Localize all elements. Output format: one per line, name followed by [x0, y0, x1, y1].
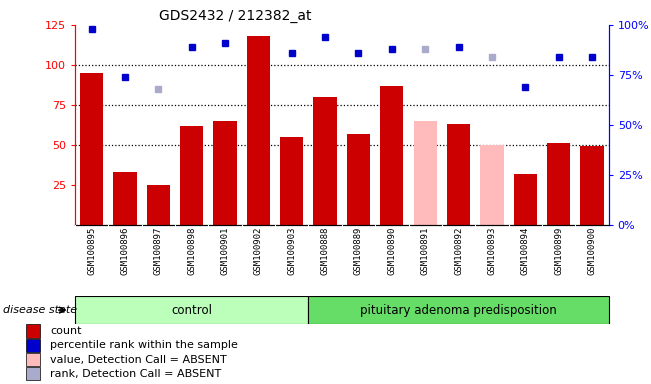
Text: GSM100898: GSM100898	[187, 227, 196, 275]
Bar	[480, 145, 504, 225]
Text: GSM100889: GSM100889	[354, 227, 363, 275]
Bar	[26, 339, 40, 352]
Title: GDS2432 / 212382_at: GDS2432 / 212382_at	[159, 8, 311, 23]
Text: rank, Detection Call = ABSENT: rank, Detection Call = ABSENT	[50, 369, 221, 379]
Text: control: control	[171, 304, 212, 316]
Bar	[26, 324, 40, 338]
Text: GSM100899: GSM100899	[554, 227, 563, 275]
Bar	[80, 73, 104, 225]
Text: GSM100895: GSM100895	[87, 227, 96, 275]
Bar	[280, 137, 303, 225]
Text: GSM100903: GSM100903	[287, 227, 296, 275]
Text: GSM100894: GSM100894	[521, 227, 530, 275]
Bar	[547, 143, 570, 225]
Bar	[514, 174, 537, 225]
Bar	[113, 172, 137, 225]
FancyBboxPatch shape	[75, 296, 309, 324]
Bar	[313, 97, 337, 225]
Bar	[180, 126, 203, 225]
Bar	[214, 121, 237, 225]
Text: count: count	[50, 326, 81, 336]
Text: GSM100900: GSM100900	[587, 227, 596, 275]
Text: GSM100902: GSM100902	[254, 227, 263, 275]
Text: GSM100890: GSM100890	[387, 227, 396, 275]
Text: GSM100892: GSM100892	[454, 227, 463, 275]
Bar	[146, 185, 170, 225]
Bar	[347, 134, 370, 225]
FancyBboxPatch shape	[309, 296, 609, 324]
Bar	[447, 124, 470, 225]
Text: percentile rank within the sample: percentile rank within the sample	[50, 340, 238, 350]
Text: GSM100891: GSM100891	[421, 227, 430, 275]
Text: disease state: disease state	[3, 305, 77, 315]
Text: GSM100888: GSM100888	[320, 227, 329, 275]
Bar	[380, 86, 404, 225]
Text: GSM100896: GSM100896	[120, 227, 130, 275]
Bar	[580, 146, 603, 225]
Bar	[247, 36, 270, 225]
Text: value, Detection Call = ABSENT: value, Detection Call = ABSENT	[50, 354, 227, 364]
Text: GSM100893: GSM100893	[488, 227, 497, 275]
Text: GSM100901: GSM100901	[221, 227, 230, 275]
Bar	[26, 353, 40, 366]
Text: GSM100897: GSM100897	[154, 227, 163, 275]
Text: pituitary adenoma predisposition: pituitary adenoma predisposition	[360, 304, 557, 316]
Bar	[413, 121, 437, 225]
Bar	[26, 367, 40, 381]
